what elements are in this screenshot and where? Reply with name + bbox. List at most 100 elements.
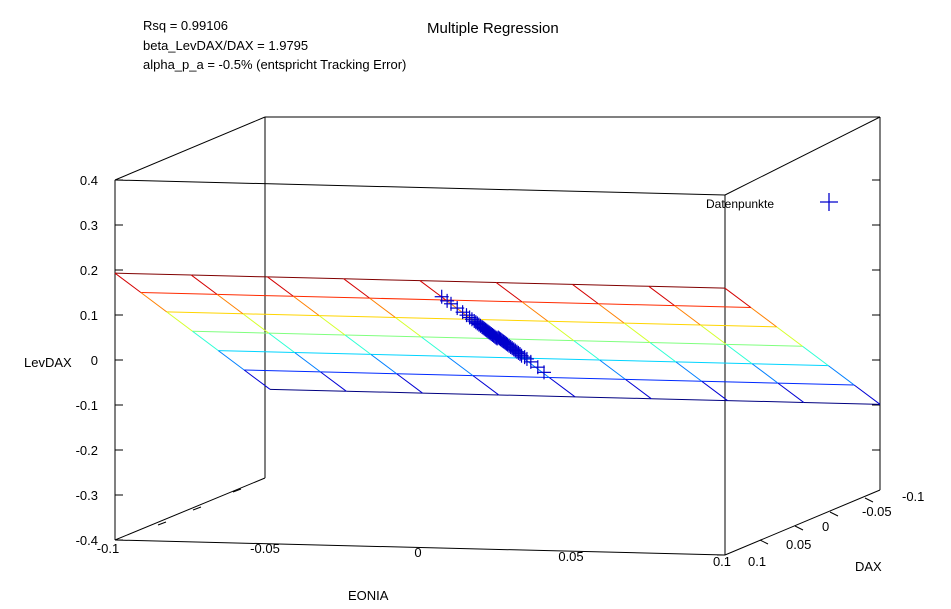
y-tick-label: -0.05	[862, 504, 892, 519]
plane-grid-line	[599, 359, 676, 363]
data-point	[530, 360, 545, 375]
data-point-series	[434, 289, 551, 380]
plane-grid-line	[242, 313, 320, 317]
plane-grid-line	[267, 276, 294, 297]
data-point	[462, 310, 477, 325]
plane-grid-line	[217, 293, 294, 297]
x-tick-mark	[157, 521, 167, 526]
z-axis-title: LevDAX	[24, 355, 72, 370]
plane-grid-line	[496, 282, 573, 285]
plane-grid-line	[547, 320, 625, 324]
plane-grid-line	[395, 317, 422, 338]
y-tick-label: 0	[822, 519, 829, 534]
plane-grid-line	[166, 311, 193, 332]
plane-grid-line	[701, 380, 728, 401]
bounding-box	[114, 116, 881, 556]
plane-grid-line	[599, 359, 626, 380]
plane-grid-line	[369, 297, 446, 301]
plane-grid-line	[445, 299, 472, 320]
plane-grid-line	[472, 375, 500, 396]
plane-grid-line	[243, 369, 271, 390]
z-tick-label: -0.1	[76, 398, 98, 413]
plane-grid-line	[725, 343, 753, 365]
plane-grid-line	[344, 334, 372, 355]
plane-grid-line	[318, 315, 346, 336]
plane-grid-line	[497, 338, 574, 342]
plane-grid-line	[625, 378, 652, 400]
plane-grid-line	[319, 315, 396, 319]
y-tick-label: 0.1	[748, 554, 766, 569]
plane-grid-line	[294, 352, 321, 373]
y-tick-mark	[829, 511, 839, 517]
plane-grid-line	[343, 278, 421, 282]
plane-grid-line	[649, 342, 727, 345]
plane-grid-line	[216, 294, 244, 315]
plane-grid-line	[242, 313, 270, 334]
x-tick-label: -0.1	[97, 541, 119, 556]
plane-grid-line	[572, 284, 599, 305]
plane-grid-line	[521, 301, 549, 322]
plane-grid-line	[396, 373, 423, 394]
legend: Datenpunkte	[706, 193, 838, 211]
regression-plane	[114, 272, 881, 405]
plane-grid-line	[523, 357, 600, 361]
plane-grid-line	[344, 334, 422, 338]
plane-grid-line	[343, 278, 370, 299]
stat-beta: beta_LevDAX/DAX = 1.9795	[143, 38, 308, 53]
y-axis-title: DAX	[855, 559, 882, 574]
plane-grid-line	[140, 292, 167, 313]
plane-grid-line	[244, 369, 321, 373]
plane-grid-line	[625, 378, 702, 382]
plane-grid-line	[777, 382, 805, 403]
plane-grid-line	[498, 394, 576, 398]
plane-grid-line	[751, 363, 779, 384]
plane-grid-line	[420, 336, 448, 357]
plane-grid-line	[190, 274, 218, 295]
plane-grid-line	[675, 361, 753, 365]
plane-grid-line	[445, 299, 523, 303]
plane-grid-line	[421, 336, 498, 340]
plane-grid-line	[192, 330, 269, 334]
plane-grid-line	[114, 272, 192, 276]
stat-rsq: Rsq = 0.99106	[143, 18, 228, 33]
plane-grid-line	[218, 350, 295, 353]
plane-grid-line	[700, 324, 727, 345]
plane-grid-line	[166, 311, 243, 315]
z-tick-label: -0.4	[76, 533, 98, 548]
plane-grid-line	[777, 382, 855, 386]
x-axis-title: EONIA	[348, 588, 389, 603]
plane-grid-line	[320, 371, 347, 392]
plane-grid-line	[700, 324, 777, 328]
chart-title: Multiple Regression	[427, 20, 559, 37]
plane-grid-line	[320, 371, 397, 375]
plane-grid-line	[447, 355, 524, 359]
plane-grid-line	[853, 384, 881, 405]
plane-grid-line	[191, 274, 268, 278]
plane-grid-line	[648, 285, 726, 289]
plane-grid-line	[192, 330, 219, 352]
plane-grid-line	[574, 396, 652, 400]
box-edge	[114, 539, 726, 556]
plane-grid-line	[624, 322, 701, 326]
plane-grid-line	[547, 320, 575, 342]
plane-grid-line	[370, 353, 448, 357]
y-tick-mark	[759, 539, 769, 545]
x-tick-label: -0.05	[250, 541, 280, 556]
plane-grid-line	[140, 292, 218, 295]
z-tick-label: 0.2	[80, 263, 98, 278]
plane-grid-line	[396, 373, 473, 377]
legend-marker	[820, 193, 838, 211]
plane-grid-line	[218, 350, 245, 371]
plane-grid-line	[268, 332, 346, 336]
plane-grid-line	[293, 295, 320, 317]
plane-grid-line	[549, 376, 626, 380]
z-tick-label: 0	[91, 353, 98, 368]
plane-grid-line	[648, 285, 675, 307]
plane-grid-line	[395, 317, 472, 320]
x-tick-label: 0.1	[713, 554, 731, 569]
plane-grid-line	[752, 363, 829, 367]
plane-grid-line	[726, 343, 803, 347]
box-edge	[724, 116, 881, 196]
plane-grid-line	[419, 280, 497, 284]
